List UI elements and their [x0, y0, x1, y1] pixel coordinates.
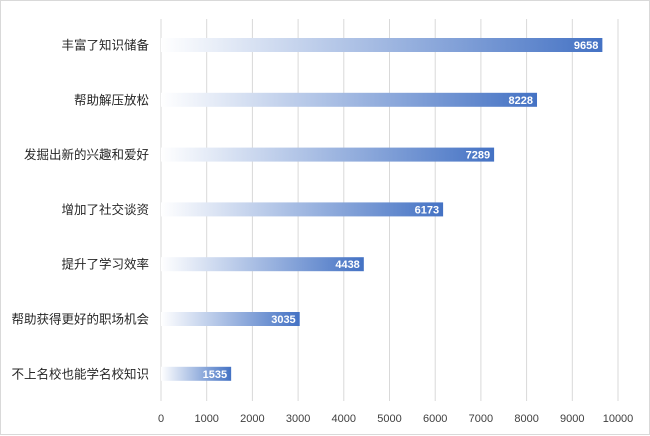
data-label: 7289 — [466, 150, 490, 162]
category-label: 帮助获得更好的职场机会 — [11, 312, 149, 327]
x-axis-tick-labels: 0 1000 2000 3000 4000 5000 6000 7000 8000 9000 100… — [158, 413, 633, 425]
x-tick-label: 10000 — [603, 413, 634, 425]
data-labels: 9658 8228 7289 6173 4438 3035 1535 — [203, 40, 599, 381]
x-tick-label: 6000 — [423, 413, 447, 425]
x-tick-label: 0 — [158, 413, 164, 425]
x-tick-label: 4000 — [332, 413, 356, 425]
category-label: 丰富了知识储备 — [61, 38, 149, 53]
data-label: 1535 — [203, 369, 227, 381]
x-tick-label: 2000 — [240, 413, 264, 425]
x-tick-label: 1000 — [194, 413, 218, 425]
data-label: 9658 — [574, 40, 598, 52]
x-tick-label: 7000 — [469, 413, 493, 425]
data-label: 6173 — [415, 204, 439, 216]
category-label: 不上名校也能学名校知识 — [11, 366, 149, 381]
category-label: 提升了学习效率 — [61, 257, 149, 272]
data-label: 4438 — [335, 259, 359, 271]
x-tick-label: 8000 — [514, 413, 538, 425]
category-label: 增加了社交谈资 — [61, 202, 149, 217]
bar — [161, 366, 232, 381]
category-label: 发掘出新的兴趣和爱好 — [24, 147, 149, 162]
bar — [161, 257, 364, 272]
category-label: 帮助解压放松 — [74, 92, 149, 107]
bar — [161, 92, 538, 107]
bar — [161, 312, 300, 326]
bar — [161, 202, 444, 217]
data-label: 3035 — [271, 314, 295, 326]
bar — [161, 38, 603, 52]
bars — [161, 38, 603, 381]
bar — [161, 147, 495, 162]
data-label: 8228 — [509, 95, 533, 107]
category-labels: 丰富了知识储备帮助解压放松发掘出新的兴趣和爱好增加了社交谈资提升了学习效率帮助获… — [11, 38, 149, 382]
x-tick-label: 9000 — [560, 413, 584, 425]
x-tick-label: 3000 — [286, 413, 310, 425]
x-tick-label: 5000 — [377, 413, 401, 425]
